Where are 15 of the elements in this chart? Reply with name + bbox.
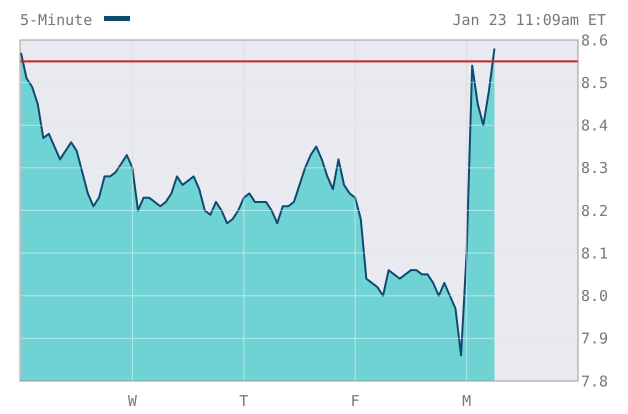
y-tick-label: 8.4 bbox=[581, 116, 608, 134]
x-tick-label: M bbox=[462, 392, 472, 410]
y-tick-label: 8.2 bbox=[581, 202, 608, 220]
x-tick-label: W bbox=[128, 392, 138, 410]
y-tick-label: 8.5 bbox=[581, 74, 608, 92]
x-tick-label: F bbox=[350, 392, 360, 410]
legend-label: 5-Minute bbox=[20, 11, 92, 29]
y-tick-label: 8.3 bbox=[581, 159, 608, 178]
y-tick-label: 8.0 bbox=[581, 287, 608, 305]
y-tick-label: 7.9 bbox=[581, 330, 608, 348]
chart-subtitle: Jan 23 11:09am ET bbox=[452, 11, 606, 29]
y-tick-label: 8.1 bbox=[581, 244, 608, 262]
x-tick-label: T bbox=[239, 392, 248, 410]
y-tick-label: 7.8 bbox=[581, 372, 608, 390]
y-tick-label: 8.6 bbox=[581, 31, 608, 50]
